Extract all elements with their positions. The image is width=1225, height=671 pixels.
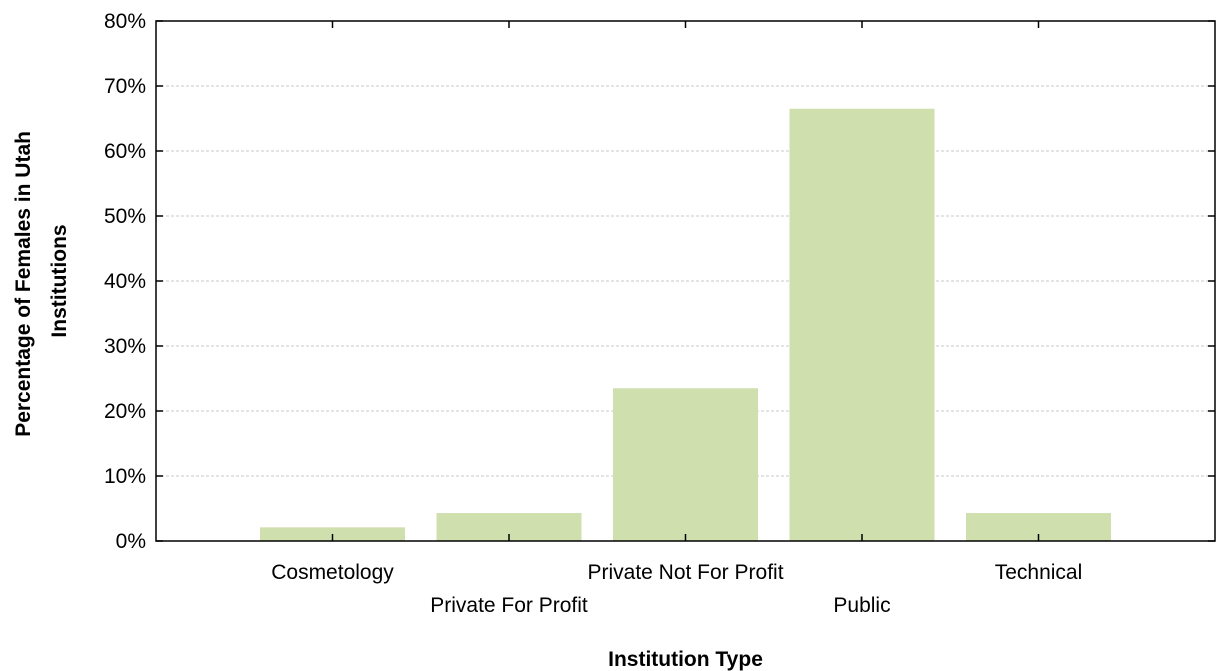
x-tick-label: Technical [995, 561, 1083, 584]
y-tick-label: 80% [104, 10, 146, 33]
ytick-label-layer: 0% 10% 20% 30% 40% 50% 60% 70% 80% [104, 10, 146, 553]
bar-layer [260, 108, 1111, 541]
y-tick-label: 30% [104, 335, 146, 358]
bar [789, 108, 935, 541]
y-tick-label: 0% [116, 530, 146, 553]
y-axis-title-line-2: Institutions [48, 224, 71, 337]
x-tick-label: Cosmetology [271, 561, 394, 584]
y-tick-label: 60% [104, 140, 146, 163]
y-tick-label: 40% [104, 270, 146, 293]
y-axis-title: Percentage of Females in Utah Institutio… [12, 125, 71, 437]
y-tick-label: 50% [104, 205, 146, 228]
y-tick-label: 20% [104, 400, 146, 423]
grid-layer [156, 85, 1215, 477]
bar [613, 388, 758, 541]
tick-layer [156, 20, 1215, 542]
xtick-label-layer: Cosmetology Private For Profit Private Not… [271, 561, 1082, 617]
y-axis-title-line-1: Percentage of Females in Utah [12, 131, 35, 437]
y-tick-label: 10% [104, 465, 146, 488]
x-tick-label: Private For Profit [430, 594, 588, 617]
x-tick-label: Private Not For Profit [587, 561, 783, 584]
x-axis-title: Institution Type [608, 648, 763, 671]
x-tick-label: Public [833, 594, 890, 617]
y-tick-label: 70% [104, 75, 146, 98]
